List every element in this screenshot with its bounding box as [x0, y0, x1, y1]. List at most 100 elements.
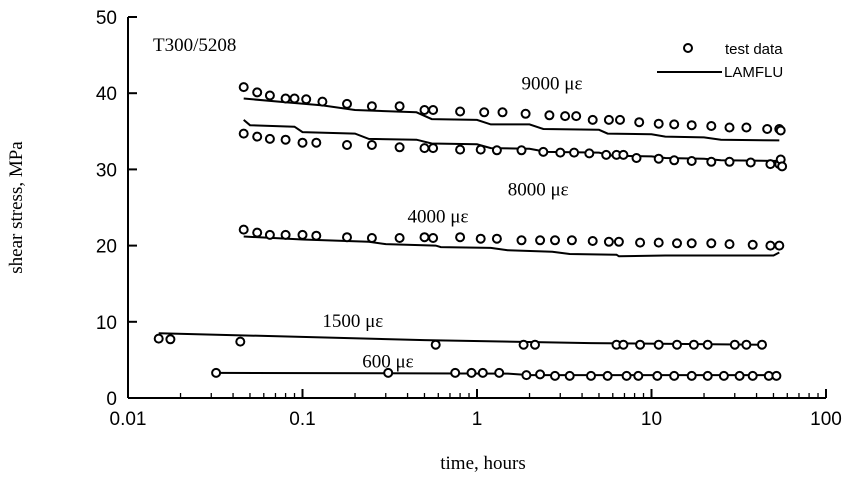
data-point	[342, 140, 352, 150]
data-point	[428, 143, 439, 154]
data-point	[741, 122, 752, 133]
data-point	[153, 333, 164, 344]
data-point	[455, 144, 466, 155]
y-tick-label: 0	[106, 389, 117, 410]
data-point	[741, 339, 752, 350]
data-point	[289, 93, 300, 104]
data-point	[394, 233, 405, 243]
series-3: 1500 με	[153, 311, 767, 350]
data-point	[238, 224, 249, 235]
data-point	[521, 370, 532, 381]
data-point	[555, 147, 566, 158]
data-point	[634, 117, 645, 128]
data-point	[669, 155, 680, 166]
data-point	[394, 142, 405, 153]
data-point	[494, 367, 505, 378]
plot-area: 0 10 20 30 40 50 0.01 0.1 1 10 100 time, hours shear…	[6, 8, 842, 474]
data-point	[366, 101, 377, 112]
x-tick-label: 0.01	[110, 409, 147, 430]
data-point	[686, 156, 697, 166]
y-tick-label: 30	[96, 160, 117, 181]
series-4: 600 με	[211, 352, 782, 381]
y-tick-label: 10	[96, 313, 117, 334]
data-point	[252, 131, 263, 142]
x-tick-label: 10	[641, 409, 662, 430]
data-point	[252, 227, 263, 238]
data-point	[672, 339, 682, 350]
data-point	[621, 370, 632, 381]
data-point	[428, 105, 439, 115]
data-point	[419, 105, 430, 115]
data-point	[475, 144, 486, 155]
data-point	[745, 157, 756, 168]
data-point	[530, 339, 540, 350]
data-point	[724, 239, 735, 250]
data-point	[618, 339, 629, 350]
data-point	[635, 237, 646, 248]
data-point	[702, 370, 713, 381]
data-point	[419, 232, 430, 243]
data-point	[238, 128, 249, 139]
data-point	[342, 98, 352, 109]
data-point	[635, 339, 646, 350]
data-point	[653, 153, 664, 164]
data-point	[211, 367, 222, 378]
series-2: 4000 με	[238, 207, 785, 258]
data-point	[669, 119, 680, 130]
data-point	[491, 233, 502, 244]
data-point	[618, 149, 629, 160]
data-point	[777, 161, 788, 172]
data-point	[280, 93, 291, 104]
data-point	[450, 367, 461, 378]
data-point	[520, 108, 531, 119]
series-label: 1500 με	[322, 311, 383, 332]
y-tick-label: 20	[96, 237, 117, 258]
data-point	[587, 236, 598, 246]
data-point	[613, 236, 624, 247]
data-point	[757, 339, 767, 350]
model-line	[243, 119, 780, 162]
data-point	[430, 339, 441, 350]
data-point	[587, 114, 598, 125]
data-point	[550, 235, 560, 246]
material-label: T300/5208	[153, 35, 236, 56]
model-line	[243, 235, 780, 258]
data-point	[311, 230, 322, 241]
data-point	[653, 118, 664, 129]
series-label: 9000 με	[522, 73, 583, 94]
x-tick-label: 100	[810, 409, 842, 430]
data-point	[475, 233, 486, 244]
data-point	[238, 82, 249, 93]
data-point	[706, 156, 717, 167]
data-point	[311, 137, 322, 148]
data-point	[297, 229, 308, 240]
data-point	[560, 111, 571, 122]
series-label: 4000 με	[408, 207, 469, 228]
data-point	[235, 336, 246, 347]
data-point	[479, 107, 490, 118]
data-point	[633, 370, 644, 381]
data-point	[686, 238, 697, 249]
model-line	[158, 332, 763, 346]
data-point	[672, 238, 682, 249]
data-point	[724, 156, 735, 167]
legend-label-lamflu: LAMFLU	[724, 64, 783, 81]
data-point	[566, 235, 577, 246]
data-point	[706, 121, 717, 131]
data-point	[686, 370, 697, 381]
series-label: 600 με	[362, 352, 413, 373]
data-point	[428, 233, 439, 243]
data-point	[718, 370, 729, 381]
y-tick-label: 40	[96, 84, 117, 105]
data-point	[729, 339, 740, 350]
data-point	[477, 367, 488, 378]
x-tick-label: 0.1	[289, 409, 315, 430]
data-point	[688, 339, 699, 350]
data-point	[631, 153, 642, 163]
data-point	[538, 146, 549, 157]
data-point	[615, 114, 625, 125]
data-point	[601, 149, 612, 160]
data-point	[686, 120, 697, 131]
series-1: 8000 με	[238, 119, 788, 200]
data-point	[747, 370, 758, 381]
